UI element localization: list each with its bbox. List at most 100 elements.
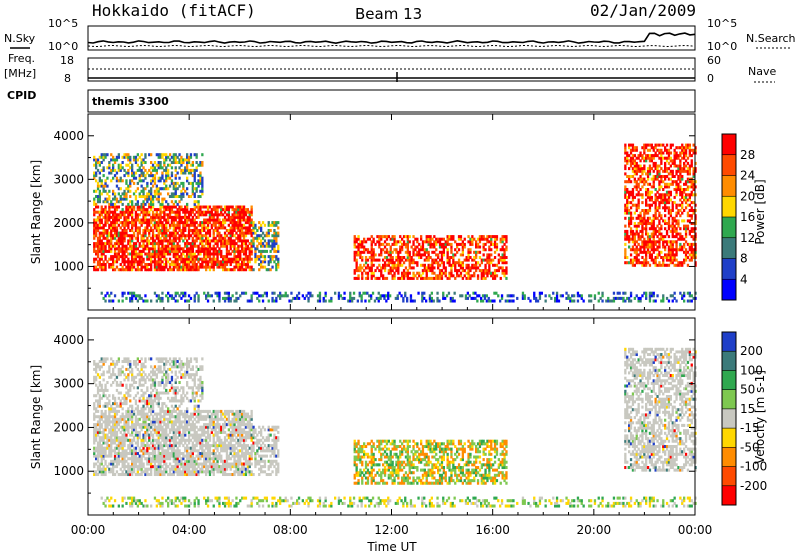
power-cell (153, 189, 157, 193)
power-cell (93, 231, 96, 235)
power-cell (626, 296, 629, 300)
power-cell (222, 242, 225, 246)
power-cell (395, 258, 398, 262)
power-cell (360, 299, 363, 303)
freq-label-1: Freq. (8, 52, 35, 65)
power-cell (125, 218, 128, 222)
velocity-cell (113, 449, 117, 453)
velocity-cell (123, 444, 126, 448)
power-cell (271, 244, 274, 248)
power-cell (457, 261, 461, 265)
velocity-cell (108, 444, 111, 448)
power-cell (197, 181, 200, 185)
power-cell (227, 252, 230, 256)
power-cell (201, 184, 204, 188)
velocity-cell (123, 425, 126, 429)
power-cell (633, 237, 636, 241)
power-cell (151, 223, 155, 227)
power-cell (618, 291, 621, 295)
power-cell (201, 239, 204, 243)
power-cell (648, 253, 652, 257)
power-cell (144, 268, 147, 272)
velocity-cell (136, 420, 139, 424)
power-cell (418, 256, 421, 260)
power-cell (374, 276, 377, 280)
power-cell (370, 274, 373, 278)
power-cell (108, 166, 111, 170)
power-cell (102, 242, 105, 246)
velocity-cell (121, 441, 124, 445)
power-cell (178, 255, 181, 259)
power-cell (677, 177, 680, 181)
power-cell (421, 296, 424, 300)
power-cell (168, 158, 172, 162)
power-cell (629, 291, 633, 295)
power-cell (159, 231, 162, 235)
power-cell (357, 274, 360, 278)
power-cell (318, 299, 322, 303)
velocity-cell (100, 417, 103, 421)
power-cell (244, 221, 248, 225)
power-cell (186, 244, 189, 248)
power-cell (669, 159, 672, 163)
power-cell (93, 244, 96, 248)
power-cell (412, 248, 415, 252)
power-cell (465, 276, 468, 280)
power-cell (180, 195, 183, 199)
power-cell (673, 227, 676, 231)
power-cell (425, 299, 428, 303)
power-cell (673, 291, 676, 295)
power-cell (140, 153, 143, 157)
power-cell (186, 218, 189, 222)
power-cell (628, 211, 631, 215)
power-cell (624, 291, 627, 295)
power-cell (216, 239, 219, 243)
power-cell (607, 296, 610, 300)
power-cell (127, 208, 130, 212)
power-cell (467, 258, 470, 262)
power-cell (694, 214, 697, 218)
power-cell (671, 235, 674, 239)
power-cell (475, 266, 478, 270)
power-cell (165, 205, 168, 209)
power-cell (121, 257, 124, 261)
power-cell (148, 195, 151, 199)
power-cell (444, 269, 447, 273)
power-cell (684, 201, 688, 205)
power-cell (639, 229, 642, 233)
power-cell (96, 161, 100, 165)
power-cell (189, 249, 193, 253)
power-cell (427, 250, 430, 254)
power-cell (187, 231, 191, 235)
power-cell (265, 294, 268, 298)
power-cell (96, 195, 100, 199)
velocity-cell (136, 417, 139, 421)
power-cell (448, 263, 451, 267)
power-cell (237, 260, 240, 264)
power-cell (108, 247, 111, 251)
power-cell (497, 269, 500, 273)
power-cell (104, 247, 107, 251)
power-cell (212, 236, 215, 240)
velocity-cell (106, 444, 109, 448)
power-cell (138, 242, 141, 246)
power-cell (168, 205, 172, 209)
power-cell (495, 245, 499, 249)
power-cell (186, 263, 189, 267)
power-cell (681, 193, 684, 197)
power-cell (159, 263, 162, 267)
power-cell (383, 263, 387, 267)
power-cell (690, 180, 693, 184)
power-cell (667, 216, 671, 220)
power-cell (182, 265, 185, 269)
power-cell (451, 299, 454, 303)
power-cell (646, 222, 650, 226)
velocity-cell (104, 428, 107, 432)
power-cell (692, 296, 695, 300)
power-cell (452, 263, 455, 267)
power-cell (98, 231, 101, 235)
power-cell (370, 245, 373, 249)
power-cell (93, 229, 96, 233)
power-cell (679, 209, 682, 213)
power-cell (168, 213, 172, 217)
